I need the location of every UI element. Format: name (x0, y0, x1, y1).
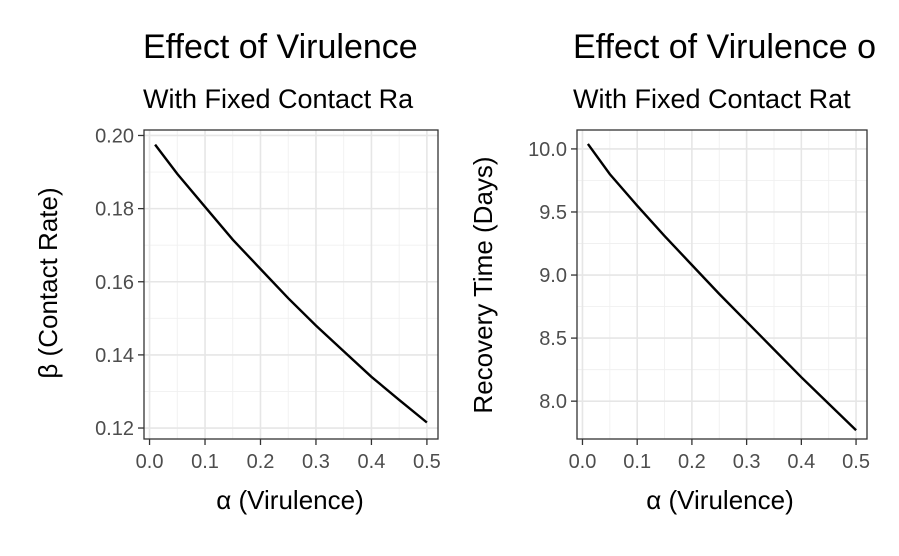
chart-subtitle: With Fixed Contact Rat (573, 84, 851, 114)
chart-subtitle: With Fixed Contact Ra (143, 84, 414, 114)
y-axis-title: β (Contact Rate) (33, 187, 63, 378)
chart-title: Effect of Virulence (143, 28, 418, 66)
left-chart: Effect of Virulence With Fixed Contact R… (33, 28, 441, 515)
x-tick-label: 0.3 (733, 451, 761, 473)
axis-ticks: 0.0 0.1 0.2 0.3 0.4 0.5 8.0 8.5 9.0 9.5 10.0 (528, 139, 870, 473)
right-chart: Effect of Virulence o With Fixed Contact… (468, 28, 876, 515)
x-tick-label: 0.5 (413, 451, 441, 473)
plot-grid (577, 130, 867, 439)
plot-grid (144, 130, 438, 439)
x-tick-label: 0.2 (678, 451, 706, 473)
plot-panel-border (576, 129, 868, 440)
x-tick-label: 0.4 (787, 451, 815, 473)
y-tick-label: 0.18 (95, 199, 134, 221)
data-line (586, 143, 857, 432)
x-tick-label: 0.0 (569, 451, 597, 473)
y-tick-label: 8.5 (539, 328, 567, 350)
y-axis-title: Recovery Time (Days) (468, 156, 498, 413)
x-tick-label: 0.1 (623, 451, 651, 473)
x-tick-label: 0.5 (842, 451, 870, 473)
y-tick-label: 9.5 (539, 202, 567, 224)
chart-title: Effect of Virulence o (573, 28, 876, 66)
x-tick-label: 0.2 (247, 451, 275, 473)
axis-ticks: 0.0 0.1 0.2 0.3 0.4 0.5 0.12 0.14 0.16 0.18 0.20 (95, 125, 441, 473)
y-tick-label: 8.0 (539, 391, 567, 413)
x-tick-label: 0.0 (136, 451, 164, 473)
y-tick-label: 0.14 (95, 345, 134, 367)
data-line (154, 143, 428, 424)
y-tick-label: 0.20 (95, 125, 134, 147)
x-tick-label: 0.1 (191, 451, 219, 473)
y-tick-label: 0.16 (95, 272, 134, 294)
x-tick-label: 0.3 (302, 451, 330, 473)
y-tick-label: 0.12 (95, 418, 134, 440)
x-tick-label: 0.4 (358, 451, 386, 473)
x-axis-title: α (Virulence) (216, 485, 364, 515)
y-tick-label: 9.0 (539, 265, 567, 287)
x-axis-title: α (Virulence) (646, 485, 794, 515)
plot-panel-border (143, 129, 439, 440)
y-tick-label: 10.0 (528, 139, 567, 161)
